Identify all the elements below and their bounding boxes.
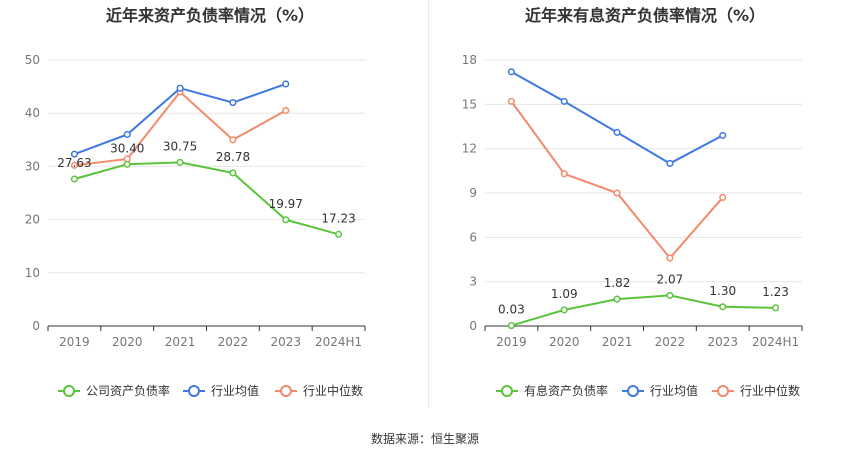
x-tick-label: 2023 bbox=[707, 335, 738, 349]
y-tick-label: 30 bbox=[25, 159, 40, 173]
legend-swatch-marker bbox=[280, 385, 292, 397]
data-point-industry_avg bbox=[229, 99, 237, 107]
data-point-company bbox=[560, 306, 568, 314]
x-tick-label: 2021 bbox=[165, 335, 196, 349]
x-tick-label: 2022 bbox=[655, 335, 686, 349]
legend-swatch-marker bbox=[717, 385, 729, 397]
legend-label: 有息资产负债率 bbox=[524, 383, 608, 398]
y-tick-label: 3 bbox=[469, 275, 477, 289]
data-label: 2.07 bbox=[657, 272, 684, 286]
data-point-industry_median bbox=[229, 136, 237, 144]
y-tick-label: 0 bbox=[469, 319, 477, 333]
series-line-company bbox=[74, 161, 339, 236]
data-point-company bbox=[772, 304, 780, 312]
series-line-industry_median bbox=[510, 100, 724, 260]
series-line-company bbox=[511, 294, 776, 327]
left-chart: 0 10 20 30 40 50 2019 2020 2021 2022 2023 2024H1 27.… bbox=[25, 53, 366, 398]
data-point-industry_median bbox=[70, 161, 78, 169]
data-label: 0.03 bbox=[498, 303, 525, 317]
x-tick-label: 2019 bbox=[496, 335, 527, 349]
data-point-industry_median bbox=[507, 97, 515, 105]
data-label: 30.40 bbox=[110, 141, 144, 155]
y-tick-label: 15 bbox=[462, 97, 477, 111]
y-tick-label: 50 bbox=[25, 53, 40, 67]
y-tick-label: 0 bbox=[32, 319, 40, 333]
data-label: 27.63 bbox=[57, 156, 91, 170]
series-line-industry_avg bbox=[510, 70, 724, 165]
y-tick-label: 40 bbox=[25, 106, 40, 120]
x-tick-label: 2023 bbox=[270, 335, 301, 349]
x-tick-label: 2019 bbox=[59, 335, 90, 349]
data-point-industry_avg bbox=[666, 159, 674, 167]
data-point-industry_avg bbox=[70, 150, 78, 158]
data-point-company bbox=[335, 230, 343, 238]
y-tick-label: 12 bbox=[462, 142, 477, 156]
data-point-industry_median bbox=[719, 193, 727, 201]
data-point-company bbox=[613, 295, 621, 303]
data-label: 28.78 bbox=[216, 150, 250, 164]
legend-item-company[interactable]: 公司资产负债率 bbox=[58, 383, 170, 398]
data-point-company bbox=[666, 291, 674, 299]
data-point-industry_median bbox=[666, 254, 674, 262]
x-tick-label: 2024H1 bbox=[315, 335, 362, 349]
x-tick-label: 2021 bbox=[602, 335, 633, 349]
x-tick-label: 2020 bbox=[112, 335, 143, 349]
data-point-company bbox=[176, 158, 184, 166]
panel-divider bbox=[428, 0, 429, 408]
legend-item-industry_avg[interactable]: 行业均值 bbox=[622, 383, 698, 398]
legend-label: 行业均值 bbox=[211, 383, 259, 398]
data-point-company bbox=[282, 216, 290, 224]
legend-item-industry_median[interactable]: 行业中位数 bbox=[275, 383, 363, 398]
series-line-industry_median bbox=[74, 90, 287, 167]
data-point-company bbox=[507, 322, 515, 330]
x-tick-label: 2020 bbox=[549, 335, 580, 349]
data-source-note: 数据来源：恒生聚源 bbox=[370, 432, 479, 446]
data-label: 19.97 bbox=[269, 197, 303, 211]
data-point-industry_median bbox=[613, 189, 621, 197]
legend-item-company[interactable]: 有息资产负债率 bbox=[496, 383, 608, 398]
data-label: 1.23 bbox=[762, 285, 789, 299]
data-point-industry_avg bbox=[507, 68, 515, 76]
x-tick-label: 2022 bbox=[218, 335, 249, 349]
legend-label: 行业均值 bbox=[650, 383, 698, 398]
data-label: 17.23 bbox=[321, 211, 355, 225]
data-point-industry_avg bbox=[176, 84, 184, 92]
left-chart-title: 近年来资产负债率情况（%） bbox=[105, 6, 315, 25]
legend-swatch-marker bbox=[188, 385, 200, 397]
data-point-industry_avg bbox=[560, 97, 568, 105]
legend-label: 公司资产负债率 bbox=[86, 383, 170, 398]
data-point-industry_avg bbox=[123, 130, 131, 139]
data-point-industry_avg bbox=[282, 80, 290, 88]
right-chart: 0 3 6 9 12 15 18 2019 2020 2021 2022 2023 2024H1 0.03… bbox=[462, 53, 803, 398]
y-tick-label: 6 bbox=[469, 230, 477, 244]
legend-swatch-marker bbox=[63, 385, 75, 397]
data-point-company bbox=[70, 175, 78, 183]
legend-label: 行业中位数 bbox=[740, 383, 800, 398]
legend-swatch-marker bbox=[501, 385, 513, 397]
data-label: 1.82 bbox=[604, 276, 631, 290]
right-chart-title: 近年来有息资产负债率情况（%） bbox=[524, 6, 766, 25]
data-point-industry_avg bbox=[613, 128, 621, 136]
legend-label: 行业中位数 bbox=[303, 383, 363, 398]
data-point-company bbox=[229, 169, 237, 177]
y-tick-label: 10 bbox=[25, 266, 40, 280]
data-label: 1.30 bbox=[709, 284, 736, 298]
data-point-company bbox=[719, 303, 727, 311]
x-tick-label: 2024H1 bbox=[752, 335, 799, 349]
data-point-company bbox=[123, 160, 131, 168]
y-tick-label: 20 bbox=[25, 213, 40, 227]
data-point-industry_median bbox=[560, 170, 568, 178]
data-point-industry_median bbox=[282, 106, 290, 115]
legend-item-industry_avg[interactable]: 行业均值 bbox=[183, 383, 259, 398]
data-label: 30.75 bbox=[163, 139, 197, 153]
legend-item-industry_median[interactable]: 行业中位数 bbox=[712, 383, 800, 398]
data-label: 1.09 bbox=[551, 287, 578, 301]
data-point-industry_avg bbox=[719, 131, 727, 139]
y-tick-label: 9 bbox=[469, 186, 477, 200]
y-tick-label: 18 bbox=[462, 53, 477, 67]
legend-swatch-marker bbox=[627, 385, 639, 397]
